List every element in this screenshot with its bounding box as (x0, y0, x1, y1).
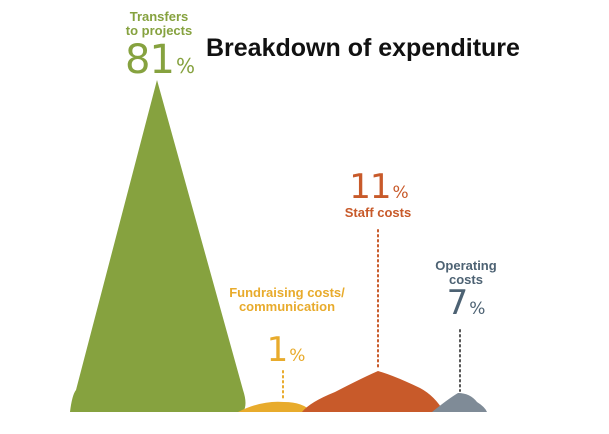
mark-staff-costs (302, 371, 444, 412)
label-operating-costs: Operating costs (435, 258, 497, 287)
percent-sign: % (469, 299, 486, 319)
value-number: 1 (266, 330, 289, 370)
value-transfers-to-projects: 81% (124, 37, 196, 83)
value-number: 11 (349, 167, 391, 207)
label-fundraising: Fundraising costs/ communication (229, 285, 345, 314)
value-number: 7 (446, 283, 469, 323)
mark-fundraising (238, 401, 312, 412)
mark-operating-costs (432, 393, 487, 412)
value-number: 81 (125, 37, 175, 83)
percent-sign: % (392, 183, 409, 203)
value-fundraising: 1% (258, 330, 314, 370)
label-staff-costs: Staff costs (344, 205, 412, 220)
percent-sign: % (175, 54, 195, 78)
percent-sign: % (289, 346, 306, 366)
mark-transfers-to-projects (70, 80, 246, 412)
value-operating-costs: 7% (438, 283, 494, 323)
chart-title: Breakdown of expenditure (206, 34, 520, 62)
label-transfers-to-projects: Transfers to projects (125, 9, 193, 38)
value-staff-costs: 11% (343, 167, 415, 207)
